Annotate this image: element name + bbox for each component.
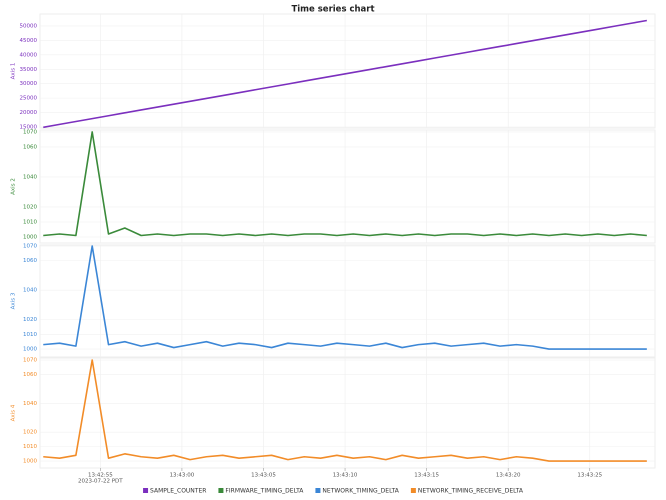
legend-label: SAMPLE_COUNTER	[150, 488, 206, 495]
y-tick-label: 1010	[23, 332, 37, 338]
y-tick-label: 40000	[20, 52, 38, 58]
legend: SAMPLE_COUNTER FIRMWARE_TIMING_DELTA NETWO…	[143, 488, 524, 495]
y-tick-label: 1000	[23, 234, 37, 240]
panel	[39, 244, 656, 358]
y-tick-label: 45000	[20, 38, 38, 44]
y-tick-label: 50000	[20, 23, 38, 29]
y-tick-label: 1040	[23, 401, 37, 407]
legend-swatch	[315, 488, 321, 493]
y-tick-label: 1060	[23, 372, 37, 378]
x-sublabel: 2023-07-22 PDT	[78, 479, 123, 485]
x-tick-label: 13:43:25	[577, 473, 602, 479]
legend-swatch	[143, 488, 149, 493]
y-tick-label: 35000	[20, 67, 38, 73]
legend-label: NETWORK_TIMING_DELTA	[322, 488, 399, 495]
y-tick-label: 1020	[23, 430, 37, 436]
y-tick-label: 1010	[23, 219, 37, 225]
y-tick-label: 30000	[20, 81, 38, 87]
y-tick-label: 25000	[20, 96, 38, 102]
y-tick-label: 1070	[23, 129, 37, 135]
legend-swatch	[218, 488, 224, 493]
legend-label: NETWORK_TIMING_RECEIVE_DELTA	[418, 488, 524, 495]
x-tick-label: 13:43:00	[170, 473, 195, 479]
legend-swatch	[410, 488, 416, 493]
y-axis-label: Axis 4	[11, 404, 17, 421]
y-tick-label: 1070	[23, 244, 37, 250]
series-line	[43, 359, 647, 462]
panel	[39, 129, 656, 244]
y-tick-label: 1060	[23, 144, 37, 150]
y-tick-label: 1040	[23, 288, 37, 294]
y-tick-label: 1020	[23, 204, 37, 210]
y-axis-label: Axis 1	[11, 63, 17, 80]
panel	[39, 357, 656, 469]
y-tick-label: 1070	[23, 358, 37, 364]
y-tick-label: 15000	[20, 124, 38, 130]
y-tick-label: 1010	[23, 444, 37, 450]
x-tick-label: 13:43:20	[496, 473, 521, 479]
y-tick-label: 1040	[23, 174, 37, 180]
panel	[39, 13, 656, 129]
x-tick-label: 13:43:10	[333, 473, 358, 479]
legend-label: FIRMWARE_TIMING_DELTA	[225, 488, 304, 495]
y-tick-label: 1000	[23, 347, 37, 353]
y-axis-label: Axis 2	[11, 178, 17, 195]
x-tick-label: 13:43:05	[251, 473, 276, 479]
y-tick-label: 1000	[23, 459, 37, 465]
x-tick-label: 13:43:15	[414, 473, 439, 479]
y-tick-label: 1020	[23, 317, 37, 323]
y-axis-label: Axis 3	[11, 292, 17, 309]
series-line	[43, 245, 647, 350]
y-tick-label: 1060	[23, 258, 37, 264]
series-line	[43, 19, 647, 129]
series-line	[43, 131, 647, 237]
chart-title: Time series chart	[291, 5, 374, 15]
y-tick-label: 20000	[20, 110, 38, 116]
x-tick-label: 13:42:55	[88, 473, 113, 479]
